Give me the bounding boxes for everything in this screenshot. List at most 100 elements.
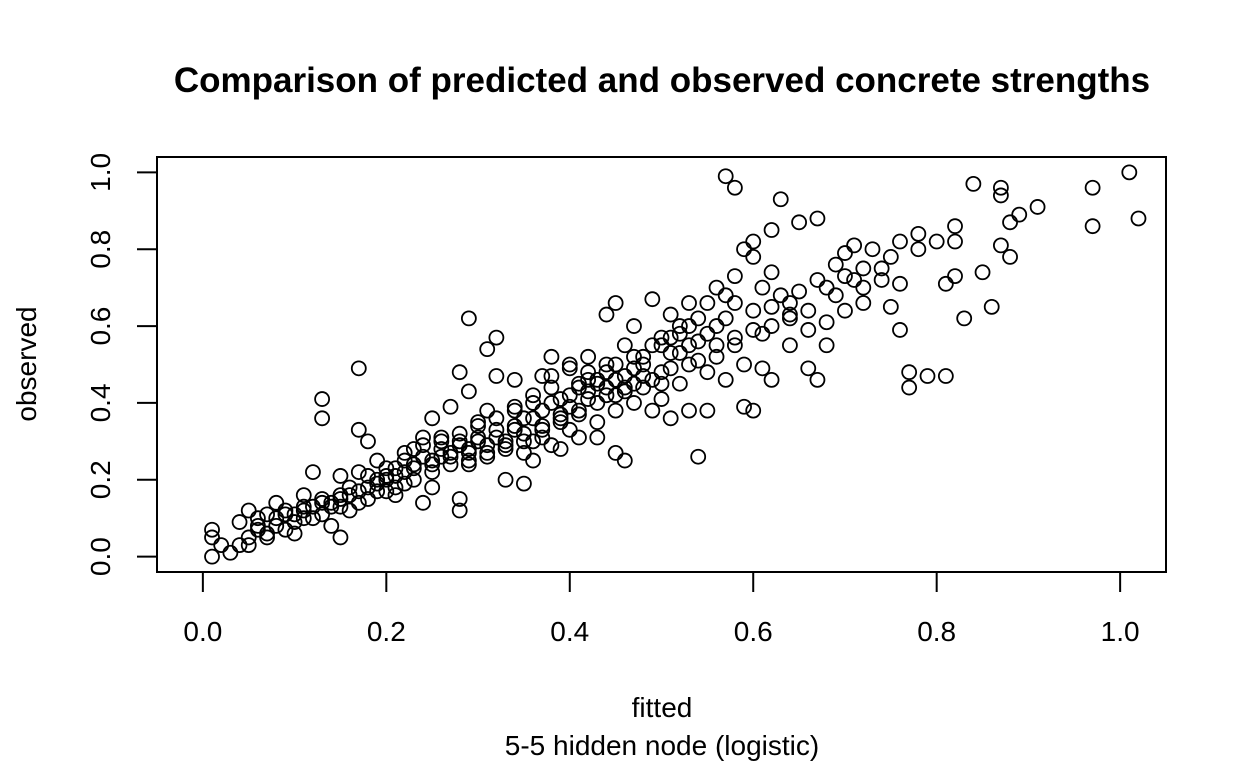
data-point [983,298,1000,315]
data-point [314,491,331,507]
data-point [204,548,220,565]
data-point [460,444,477,461]
y-tick-label: 0.4 [85,383,116,422]
data-point [717,287,734,304]
data-point [488,421,505,438]
data-point [350,483,367,500]
data-point [580,391,597,407]
y-tick-label: 0.8 [85,230,116,269]
data-point [699,402,716,419]
data-point [653,364,670,381]
data-point [396,464,413,480]
data-point [295,498,312,515]
data-point [378,460,395,477]
data-point [763,222,780,238]
data-point [708,337,725,354]
data-point [451,491,468,507]
data-point [717,168,734,185]
data-point [882,249,899,265]
data-point [360,491,376,507]
data-point [516,410,532,427]
data-point [552,410,569,427]
data-point [479,437,496,454]
x-tick-label: 0.0 [183,616,222,647]
data-point [818,337,835,354]
data-point [314,494,331,511]
data-point [653,329,670,346]
data-point [965,175,982,192]
data-point [763,298,780,315]
data-point [947,233,963,250]
data-point [791,214,807,231]
data-point [910,225,927,242]
data-point [571,379,587,396]
data-point [616,379,633,396]
data-point [405,471,422,488]
data-point [662,345,679,361]
data-point [653,391,670,407]
data-point [855,295,872,311]
data-point [222,544,239,561]
data-point [240,537,257,554]
data-point [249,517,266,534]
data-point [277,521,294,538]
data-point [782,295,798,311]
data-point [937,368,954,384]
data-point [506,398,523,415]
data-point [745,322,762,338]
data-point [497,437,514,454]
data-point [892,233,908,250]
data-point [204,521,220,538]
data-points [204,164,1147,565]
data-point [460,310,477,327]
data-point [506,418,523,434]
data-point [213,537,230,554]
data-point [589,375,606,392]
data-point [616,452,633,469]
data-point [259,506,275,523]
data-point [341,479,358,496]
data-point [497,471,514,488]
data-point [598,306,615,323]
data-point [534,429,551,446]
x-tick-label: 0.4 [550,616,589,647]
data-point [782,310,798,327]
data-point [873,260,890,277]
data-point [323,517,340,534]
data-point [855,279,872,296]
data-point [405,441,422,457]
data-point [369,471,386,488]
x-tick-label: 0.6 [734,616,773,647]
data-point [882,298,899,315]
data-point [525,387,541,404]
data-point [681,402,697,419]
data-point [534,368,551,384]
data-point [571,375,587,392]
data-point [488,429,505,446]
data-point [305,498,321,515]
data-point [396,475,413,492]
data-point [497,441,514,457]
data-point [827,287,844,304]
data-point [947,218,963,235]
data-point [516,444,532,461]
data-point [240,502,257,519]
data-point [516,475,532,492]
data-point [543,379,560,396]
data-point [616,337,633,354]
data-point [745,233,762,250]
data-point [488,329,505,346]
data-point [516,425,532,442]
data-point [231,537,248,554]
data-point [479,402,496,419]
data-point [451,433,468,450]
data-point [580,348,597,365]
data-point [901,364,918,381]
data-point [525,452,541,469]
data-point [305,510,321,527]
y-tick-label: 0.2 [85,460,116,499]
data-point [598,379,615,396]
data-point [204,529,220,546]
data-point [726,268,743,285]
